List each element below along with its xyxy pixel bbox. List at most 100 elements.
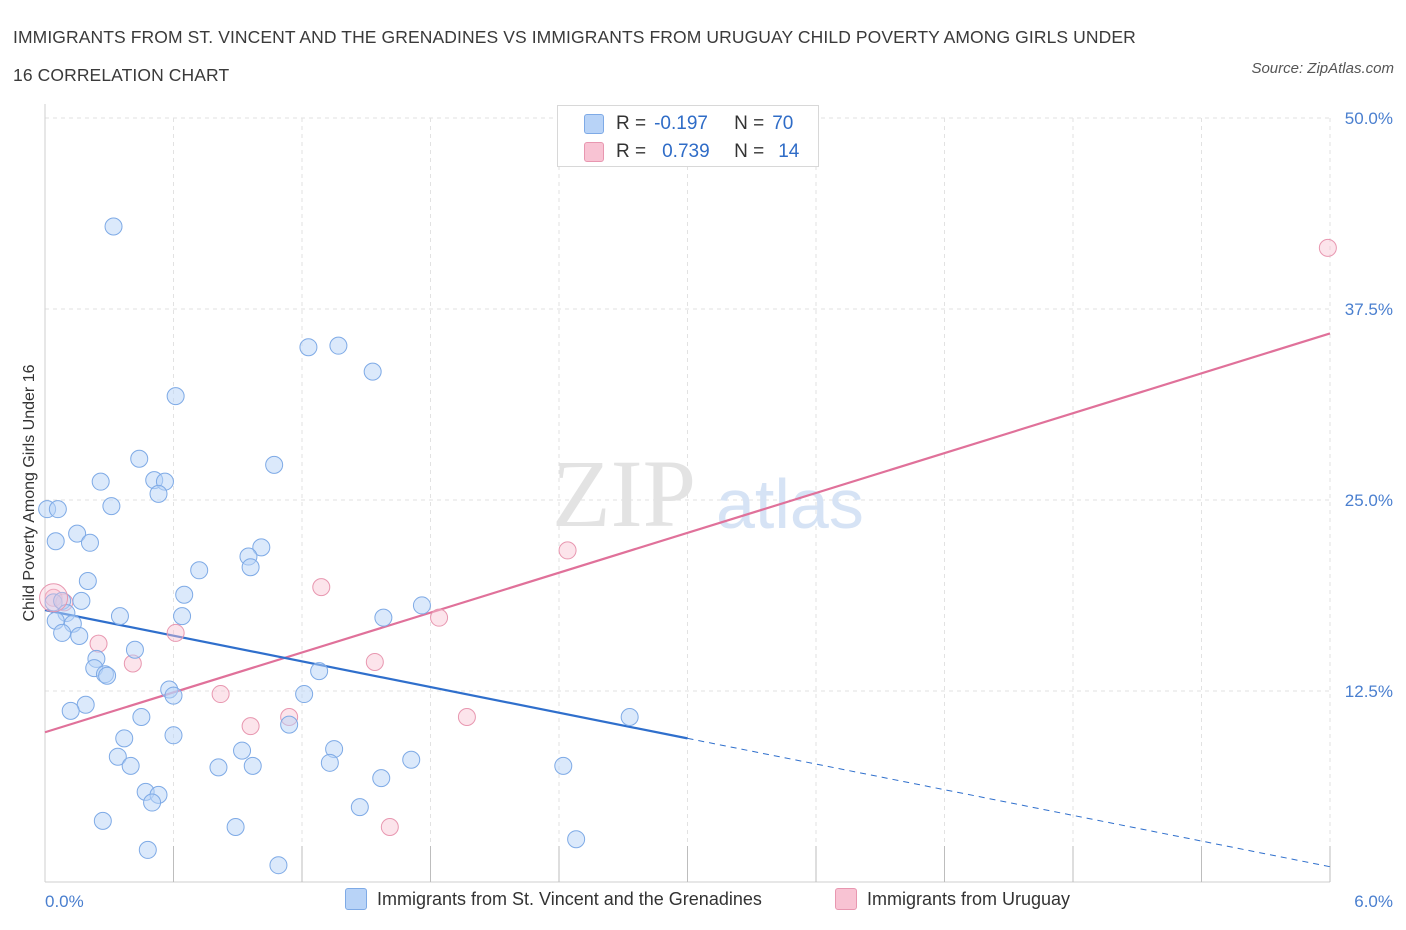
- data-point-st-vincent: [98, 666, 117, 685]
- data-point-st-vincent: [374, 608, 393, 627]
- data-point-st-vincent: [78, 571, 97, 590]
- data-point-uruguay: [1318, 238, 1337, 257]
- legend-r-value-pink: 0.739: [662, 141, 710, 162]
- chart-title: IMMIGRANTS FROM ST. VINCENT AND THE GREN…: [13, 18, 1213, 94]
- watermark-zip: ZIP: [552, 440, 696, 547]
- series-legend: Immigrants from St. Vincent and the Gren…: [0, 888, 1406, 916]
- data-point-uruguay: [211, 685, 230, 704]
- data-point-st-vincent: [233, 741, 252, 760]
- data-point-st-vincent: [93, 811, 112, 830]
- data-point-st-vincent: [280, 715, 299, 734]
- data-point-st-vincent: [269, 856, 288, 875]
- data-point-st-vincent: [320, 753, 339, 772]
- data-point-st-vincent: [310, 662, 329, 681]
- legend-n-value-blue: 70: [772, 113, 794, 134]
- data-point-st-vincent: [363, 362, 382, 381]
- legend-r-label: R =: [616, 141, 647, 162]
- axes: [44, 104, 1331, 883]
- data-point-st-vincent: [164, 726, 183, 745]
- data-point-st-vincent: [46, 532, 65, 551]
- trend-line-uruguay: [44, 332, 1331, 734]
- series-name-blue: Immigrants from St. Vincent and the Gren…: [377, 888, 762, 909]
- data-point-st-vincent: [130, 449, 149, 468]
- legend-r-label: R =: [616, 113, 647, 134]
- data-point-st-vincent: [265, 455, 284, 474]
- data-point-uruguay: [312, 578, 331, 597]
- data-point-st-vincent: [295, 685, 314, 704]
- legend-swatch-pink: [584, 142, 604, 162]
- trend-line-st-vincent-extension: [687, 737, 1331, 868]
- data-point-st-vincent: [70, 626, 89, 645]
- data-point-st-vincent: [91, 472, 110, 491]
- data-point-st-vincent: [190, 561, 209, 580]
- x-tick-label-min: 0.0%: [45, 892, 84, 911]
- y-axis-label: Child Poverty Among Girls Under 16: [21, 364, 38, 621]
- chart-title-line2: 16 CORRELATION CHART: [13, 65, 230, 85]
- series-legend-pink: Immigrants from Uruguay: [835, 888, 1070, 910]
- data-point-uruguay-large: [39, 583, 69, 613]
- data-point-st-vincent: [173, 607, 192, 626]
- data-point-st-vincent: [243, 756, 262, 775]
- data-point-st-vincent: [209, 758, 228, 777]
- series-name-pink: Immigrants from Uruguay: [867, 888, 1071, 909]
- data-points: [38, 217, 1337, 875]
- data-point-st-vincent: [76, 695, 95, 714]
- data-point-st-vincent: [620, 707, 639, 726]
- legend-n-value-pink: 14: [778, 141, 800, 162]
- data-point-st-vincent: [102, 497, 121, 516]
- data-point-st-vincent: [104, 217, 123, 236]
- data-point-st-vincent: [72, 591, 91, 610]
- data-point-st-vincent: [164, 686, 183, 705]
- data-point-st-vincent: [53, 623, 72, 642]
- correlation-legend: R = -0.197 N = 70 R = 0.739 N = 14: [557, 105, 819, 167]
- y-tick-label: 50.0%: [1345, 109, 1393, 128]
- data-point-uruguay: [558, 541, 577, 560]
- data-point-st-vincent: [226, 817, 245, 836]
- trend-line-st-vincent: [44, 608, 688, 740]
- legend-row-blue: R = -0.197 N = 70: [584, 110, 793, 138]
- data-point-st-vincent: [554, 756, 573, 775]
- data-point-st-vincent: [61, 701, 80, 720]
- legend-n-label: N =: [734, 141, 765, 162]
- legend-row-pink: R = 0.739 N = 14: [584, 138, 799, 166]
- data-point-st-vincent: [299, 338, 318, 357]
- data-point-st-vincent: [241, 558, 260, 577]
- data-point-st-vincent: [125, 640, 144, 659]
- legend-r-value-blue: -0.197: [654, 113, 708, 134]
- data-point-st-vincent: [110, 607, 129, 626]
- legend-n-label: N =: [734, 113, 765, 134]
- y-tick-label: 37.5%: [1345, 300, 1393, 319]
- data-point-st-vincent: [567, 830, 586, 849]
- data-point-st-vincent: [68, 524, 87, 543]
- data-point-st-vincent: [149, 484, 168, 503]
- data-point-uruguay: [430, 608, 449, 627]
- series-swatch-blue: [345, 888, 367, 910]
- data-point-st-vincent: [166, 387, 185, 406]
- data-point-uruguay: [380, 817, 399, 836]
- data-point-st-vincent: [132, 707, 151, 726]
- data-point-uruguay: [241, 717, 260, 736]
- data-point-st-vincent: [115, 729, 134, 748]
- data-point-st-vincent: [138, 840, 157, 859]
- data-point-st-vincent: [252, 538, 271, 557]
- data-point-st-vincent: [372, 769, 391, 788]
- watermark-atlas: atlas: [716, 465, 864, 543]
- legend-swatch-blue: [584, 114, 604, 134]
- data-point-st-vincent: [80, 533, 99, 552]
- series-swatch-pink: [835, 888, 857, 910]
- data-point-uruguay: [457, 707, 476, 726]
- data-point-uruguay: [89, 634, 108, 653]
- chart-title-line1: IMMIGRANTS FROM ST. VINCENT AND THE GREN…: [13, 27, 1136, 47]
- trend-lines: [44, 332, 1331, 868]
- data-point-st-vincent: [121, 756, 140, 775]
- data-point-st-vincent: [350, 798, 369, 817]
- data-point-uruguay: [365, 652, 384, 671]
- x-tick-labels: 0.0% 6.0%: [45, 892, 1393, 911]
- data-point-st-vincent: [108, 747, 127, 766]
- data-point-st-vincent: [329, 336, 348, 355]
- watermark: ZIP atlas: [552, 440, 864, 547]
- y-tick-labels: 12.5% 25.0% 37.5% 50.0%: [1345, 109, 1393, 701]
- y-tick-label: 25.0%: [1345, 491, 1393, 510]
- data-point-st-vincent: [48, 500, 67, 519]
